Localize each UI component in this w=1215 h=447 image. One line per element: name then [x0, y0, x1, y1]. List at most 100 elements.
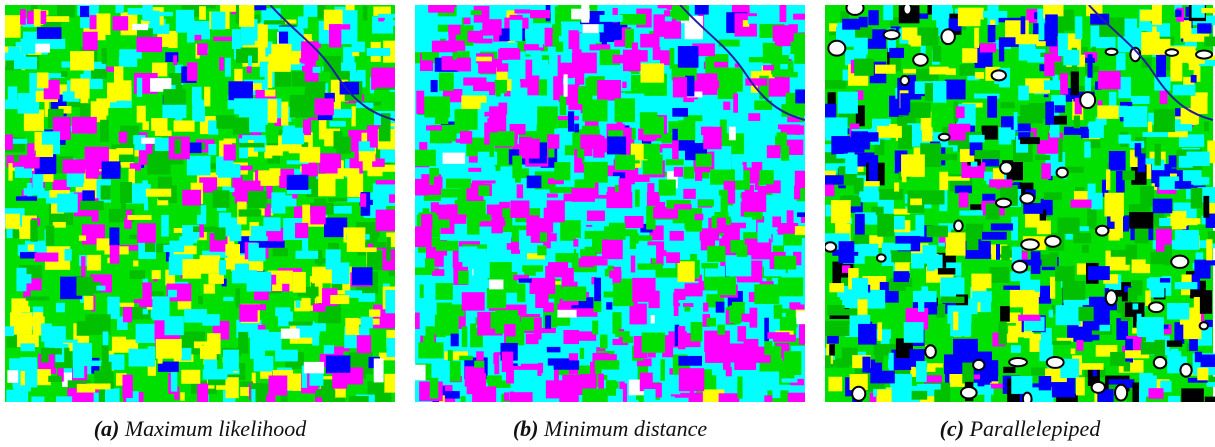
- land-patch: [674, 167, 683, 177]
- land-patch: [377, 189, 387, 196]
- land-patch: [1091, 140, 1101, 149]
- land-patch: [980, 43, 996, 52]
- land-patch: [1156, 53, 1166, 77]
- land-patch: [625, 216, 644, 228]
- land-patch: [116, 5, 124, 13]
- land-patch: [478, 185, 489, 196]
- land-patch: [1045, 236, 1060, 247]
- land-patch: [14, 155, 19, 162]
- land-patch: [248, 191, 267, 208]
- land-patch: [852, 387, 865, 401]
- land-patch: [338, 168, 360, 176]
- land-patch: [1204, 121, 1209, 131]
- land-patch: [945, 232, 965, 255]
- land-patch: [1037, 140, 1058, 154]
- land-patch: [562, 286, 586, 301]
- land-patch: [28, 244, 34, 250]
- land-patch: [782, 378, 800, 382]
- land-patch: [114, 66, 123, 82]
- land-patch: [911, 253, 924, 268]
- land-patch: [828, 41, 845, 56]
- land-patch: [379, 126, 391, 141]
- land-patch: [236, 48, 258, 63]
- land-patch: [1128, 288, 1138, 302]
- land-patch: [774, 256, 796, 270]
- land-patch: [877, 389, 894, 400]
- land-patch: [685, 306, 691, 311]
- land-patch: [137, 78, 142, 97]
- land-patch: [1196, 50, 1212, 58]
- land-patch: [1166, 49, 1179, 56]
- land-patch: [548, 262, 568, 277]
- land-patch: [249, 116, 265, 132]
- land-patch: [660, 359, 664, 380]
- land-patch: [1195, 352, 1202, 362]
- land-patch: [304, 362, 324, 373]
- land-patch: [113, 16, 129, 30]
- land-patch: [436, 241, 458, 251]
- land-patch: [517, 184, 523, 198]
- land-patch: [360, 193, 366, 207]
- land-patch: [607, 136, 626, 154]
- land-patch: [201, 205, 206, 224]
- land-patch: [109, 227, 119, 246]
- land-patch: [1058, 218, 1080, 234]
- land-patch: [17, 274, 31, 283]
- land-patch: [526, 215, 539, 236]
- land-patch: [259, 241, 285, 248]
- land-patch: [1173, 85, 1196, 96]
- land-patch: [933, 81, 946, 103]
- land-patch: [1077, 340, 1084, 351]
- land-patch: [132, 24, 148, 30]
- land-patch: [852, 278, 868, 299]
- land-patch: [726, 255, 752, 276]
- land-patch: [430, 378, 439, 399]
- land-patch: [674, 204, 691, 209]
- land-patch: [101, 185, 111, 199]
- land-patch: [773, 25, 794, 41]
- land-patch: [664, 241, 688, 250]
- land-patch: [133, 261, 138, 267]
- land-patch: [512, 156, 522, 179]
- land-patch: [723, 102, 730, 110]
- land-patch: [213, 37, 233, 41]
- land-patch: [147, 154, 170, 175]
- land-patch: [547, 233, 556, 241]
- land-patch: [61, 71, 67, 77]
- land-patch: [799, 323, 805, 345]
- land-patch: [420, 284, 424, 298]
- land-patch: [716, 302, 725, 313]
- land-patch: [376, 210, 395, 231]
- land-patch: [197, 383, 208, 402]
- land-patch: [100, 120, 109, 142]
- land-patch: [633, 175, 649, 182]
- land-patch: [65, 249, 72, 261]
- land-patch: [80, 91, 88, 103]
- land-patch: [192, 100, 205, 122]
- land-patch: [572, 188, 595, 202]
- land-patch: [786, 310, 798, 327]
- land-patch: [1148, 388, 1163, 399]
- land-patch: [5, 326, 14, 336]
- land-patch: [1031, 251, 1041, 274]
- land-patch: [999, 44, 1004, 62]
- land-patch: [158, 177, 172, 201]
- land-patch: [764, 395, 772, 402]
- land-patch: [376, 180, 395, 184]
- land-patch: [975, 150, 1000, 159]
- land-patch: [666, 159, 684, 165]
- land-patch: [313, 67, 321, 73]
- land-patch: [660, 50, 670, 65]
- land-patch: [46, 198, 61, 204]
- land-patch: [801, 216, 805, 223]
- land-patch: [1106, 49, 1118, 55]
- land-patch: [359, 151, 376, 161]
- land-patch: [579, 258, 594, 267]
- land-patch: [683, 189, 695, 199]
- land-patch: [1023, 393, 1032, 402]
- land-patch: [592, 321, 598, 335]
- land-patch: [955, 186, 972, 194]
- land-patch: [319, 117, 326, 139]
- land-patch: [46, 16, 69, 22]
- land-patch: [945, 80, 966, 100]
